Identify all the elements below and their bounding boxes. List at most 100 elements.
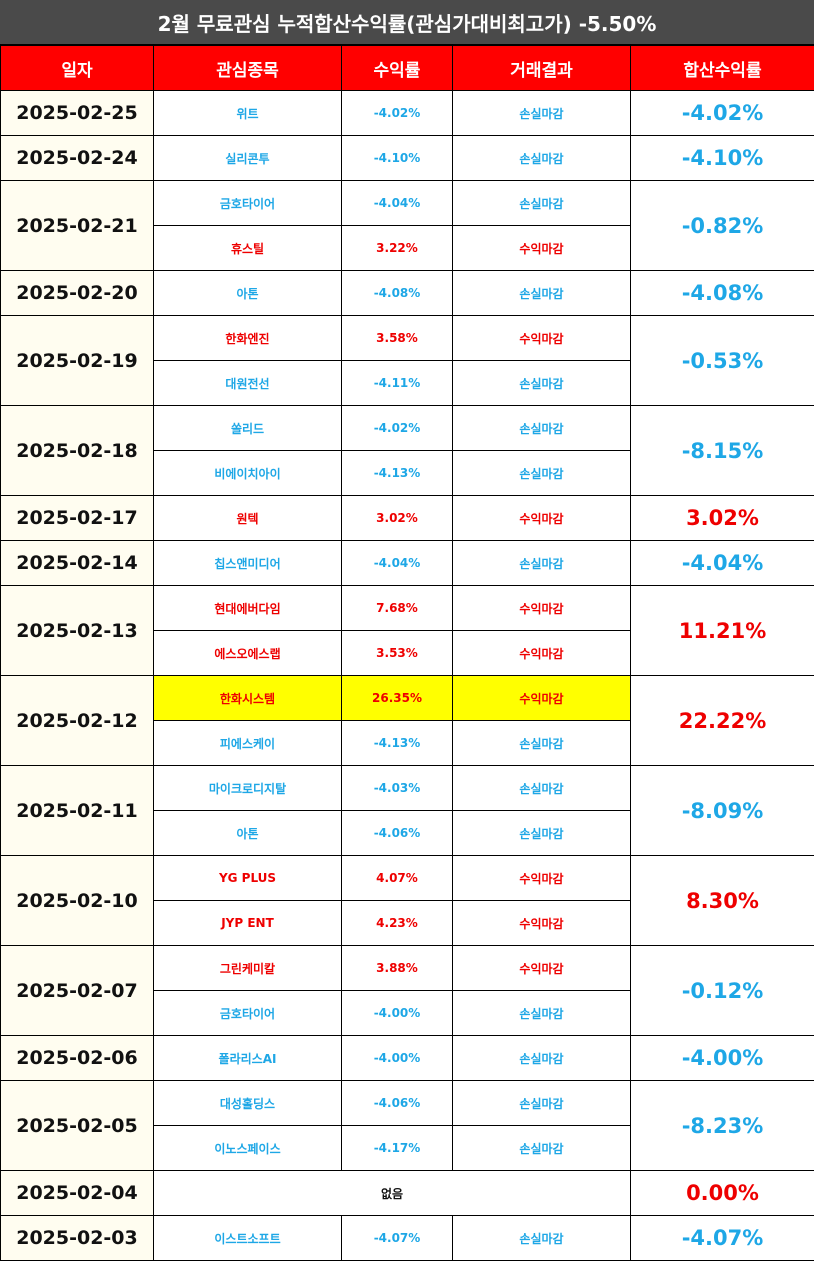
header-result: 거래결과 — [452, 45, 631, 91]
stock-cell: 이노스페이스 — [153, 1125, 342, 1171]
header-date: 일자 — [0, 45, 154, 91]
result-cell: 손실마감 — [452, 270, 631, 316]
stock-cell: 휴스틸 — [153, 225, 342, 271]
return-cell: 3.58% — [341, 315, 453, 361]
result-cell: 수익마감 — [452, 630, 631, 676]
return-cell: -4.17% — [341, 1125, 453, 1171]
return-cell: -4.06% — [341, 810, 453, 856]
result-cell: 수익마감 — [452, 900, 631, 946]
stock-cell: 그린케미칼 — [153, 945, 342, 991]
stock-cell: 위트 — [153, 90, 342, 136]
result-cell: 손실마감 — [452, 180, 631, 226]
return-cell: -4.02% — [341, 90, 453, 136]
result-cell: 수익마감 — [452, 855, 631, 901]
result-cell: 손실마감 — [452, 990, 631, 1036]
result-cell: 수익마감 — [452, 585, 631, 631]
date-cell: 2025-02-10 — [0, 855, 154, 946]
return-cell: 4.07% — [341, 855, 453, 901]
result-cell: 손실마감 — [452, 1215, 631, 1261]
empty-cell: 없음 — [153, 1170, 631, 1216]
table-row: 2025-02-17 원텍 3.02% 수익마감 3.02% — [0, 495, 814, 541]
date-cell: 2025-02-12 — [0, 675, 154, 766]
stock-cell: 아톤 — [153, 270, 342, 316]
return-cell: -4.02% — [341, 405, 453, 451]
date-cell: 2025-02-06 — [0, 1035, 154, 1081]
table-row: 비에이치아이 -4.13% 손실마감 — [1, 450, 814, 496]
stock-cell: 비에이치아이 — [153, 450, 342, 496]
table-row: 2025-02-06 폴라리스AI -4.00% 손실마감 -4.00% — [0, 1035, 814, 1081]
result-cell: 수익마감 — [452, 495, 631, 541]
result-cell: 손실마감 — [452, 810, 631, 856]
stock-cell: 피에스케이 — [153, 720, 342, 766]
page-title: 2월 무료관심 누적합산수익률(관심가대비최고가) -5.50% — [0, 0, 814, 45]
table-row: 2025-02-24 실리콘투 -4.10% 손실마감 -4.10% — [0, 135, 814, 181]
date-cell: 2025-02-17 — [0, 495, 154, 541]
total-return-cell: 11.21% — [630, 585, 814, 676]
returns-table: 일자 관심종목 수익률 거래결과 합산수익률 2025-02-25 위트 -4.02… — [0, 45, 814, 1261]
result-cell: 손실마감 — [452, 1080, 631, 1126]
return-cell: -4.10% — [341, 135, 453, 181]
stock-cell: 금호타이어 — [153, 180, 342, 226]
stock-cell: 한화엔진 — [153, 315, 342, 361]
table-row: 2025-02-11 마이크로디지탈 -4.03% 손실마감 -8.09% — [0, 765, 814, 856]
table-row: 2025-02-12 한화시스템 26.35% 수익마감 22.22% — [0, 675, 814, 766]
stock-cell: 에스오에스랩 — [153, 630, 342, 676]
stock-cell: 아톤 — [153, 810, 342, 856]
date-cell: 2025-02-11 — [0, 765, 154, 856]
stock-cell: YG PLUS — [153, 855, 342, 901]
date-cell: 2025-02-07 — [0, 945, 154, 1036]
return-cell: 3.53% — [341, 630, 453, 676]
return-cell: -4.00% — [341, 1035, 453, 1081]
result-cell: 손실마감 — [452, 135, 631, 181]
stock-cell: 이스트소프트 — [153, 1215, 342, 1261]
table-row: 아톤 -4.06% 손실마감 — [1, 810, 814, 856]
stock-cell: 현대에버다임 — [153, 585, 342, 631]
date-cell: 2025-02-18 — [0, 405, 154, 496]
return-cell: 3.22% — [341, 225, 453, 271]
table-row: 2025-02-25 위트 -4.02% 손실마감 -4.02% — [0, 90, 814, 136]
date-cell: 2025-02-24 — [0, 135, 154, 181]
table-row: 2025-02-19 한화엔진 3.58% 수익마감 -0.53% — [0, 315, 814, 406]
table-row: 대원전선 -4.11% 손실마감 — [1, 360, 814, 406]
table-row: JYP ENT 4.23% 수익마감 — [1, 900, 814, 946]
header-stock: 관심종목 — [153, 45, 342, 91]
total-return-cell: -4.02% — [630, 90, 814, 136]
total-return-cell: -0.12% — [630, 945, 814, 1036]
result-cell: 손실마감 — [452, 540, 631, 586]
table-row: 피에스케이 -4.13% 손실마감 — [1, 720, 814, 766]
total-return-cell: -8.09% — [630, 765, 814, 856]
return-cell: -4.06% — [341, 1080, 453, 1126]
date-cell: 2025-02-20 — [0, 270, 154, 316]
header-total: 합산수익률 — [630, 45, 814, 91]
date-cell: 2025-02-14 — [0, 540, 154, 586]
table-row: 2025-02-03 이스트소프트 -4.07% 손실마감 -4.07% — [0, 1215, 814, 1261]
table-row: 이노스페이스 -4.17% 손실마감 — [1, 1125, 814, 1171]
table-row: 2025-02-10 YG PLUS 4.07% 수익마감 8.30% — [0, 855, 814, 946]
total-return-cell: -8.23% — [630, 1080, 814, 1171]
table-row: 2025-02-07 그린케미칼 3.88% 수익마감 -0.12% — [0, 945, 814, 1036]
return-cell: -4.04% — [341, 540, 453, 586]
date-cell: 2025-02-03 — [0, 1215, 154, 1261]
result-cell: 수익마감 — [452, 225, 631, 271]
total-return-cell: -0.82% — [630, 180, 814, 271]
stock-cell: 쏠리드 — [153, 405, 342, 451]
total-return-cell: 22.22% — [630, 675, 814, 766]
return-cell: 3.02% — [341, 495, 453, 541]
total-return-cell: -0.53% — [630, 315, 814, 406]
date-cell: 2025-02-25 — [0, 90, 154, 136]
stock-cell: 금호타이어 — [153, 990, 342, 1036]
return-cell: -4.13% — [341, 720, 453, 766]
result-cell: 손실마감 — [452, 405, 631, 451]
total-return-cell: -4.08% — [630, 270, 814, 316]
table-row: 2025-02-20 아톤 -4.08% 손실마감 -4.08% — [0, 270, 814, 316]
table-row: 2025-02-18 쏠리드 -4.02% 손실마감 -8.15% — [0, 405, 814, 496]
return-cell: -4.07% — [341, 1215, 453, 1261]
stock-cell: 원텍 — [153, 495, 342, 541]
total-return-cell: -4.04% — [630, 540, 814, 586]
return-cell: -4.03% — [341, 765, 453, 811]
stock-cell: 칩스앤미디어 — [153, 540, 342, 586]
result-cell: 손실마감 — [452, 765, 631, 811]
result-cell: 손실마감 — [452, 720, 631, 766]
result-cell: 손실마감 — [452, 1035, 631, 1081]
result-cell: 손실마감 — [452, 90, 631, 136]
